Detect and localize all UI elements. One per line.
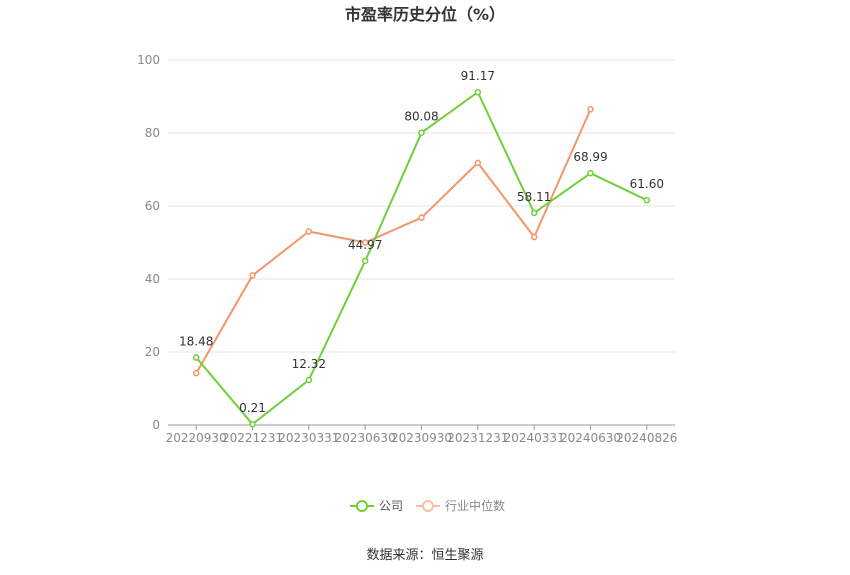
data-label-2: 12.32	[292, 357, 326, 371]
grid-lines	[168, 59, 675, 353]
data-point-s0-5	[474, 88, 482, 96]
y-tick-label-100: 100	[137, 53, 160, 67]
data-point-s1-6	[530, 233, 538, 241]
series-line-0	[195, 91, 648, 426]
legend-item-0[interactable]: 公司	[350, 499, 403, 513]
data-point-s0-0	[192, 354, 200, 361]
data-point-s1-3	[361, 239, 369, 246]
y-tick-label-0: 0	[152, 418, 160, 432]
data-label-5: 91.17	[461, 69, 495, 83]
data-label-1: 0.21	[239, 401, 266, 415]
data-label-4: 80.08	[404, 110, 438, 124]
data-point-s0-3	[361, 257, 369, 265]
series-line-1	[195, 108, 592, 374]
y-tick-label-40: 40	[145, 272, 160, 286]
x-tick-label-20240331: 20240331	[504, 431, 565, 445]
x-tick-label-20230930: 20230930	[391, 431, 452, 445]
data-point-s1-1	[249, 272, 256, 279]
x-tick-label-20221231: 20221231	[222, 431, 283, 445]
data-point-s1-2	[305, 228, 313, 235]
x-axis: 2022093020221231202303312023063020230930…	[166, 424, 677, 445]
data-point-s0-7	[587, 169, 594, 177]
legend-item-1[interactable]: 行业中位数	[416, 498, 505, 513]
data-point-s1-7	[587, 106, 594, 113]
legend-marker-0	[356, 500, 368, 512]
legend-marker-1	[422, 500, 434, 512]
y-tick-label-60: 60	[145, 199, 160, 213]
legend[interactable]: 公司 行业中位数	[350, 498, 505, 513]
data-labels: 18.48 0.21 12.32 44.97 80.08 91.17 58.11 68.99 6…	[179, 69, 664, 415]
data-point-s0-8	[643, 196, 651, 204]
data-label-3: 44.97	[348, 238, 382, 252]
data-label-6: 58.11	[517, 190, 551, 204]
x-tick-label-20230331: 20230331	[278, 431, 339, 445]
x-tick-label-20230630: 20230630	[335, 431, 396, 445]
series-layer	[192, 88, 651, 428]
data-label-0: 18.48	[179, 335, 213, 349]
chart-title: 市盈率历史分位（%）	[345, 5, 505, 24]
y-tick-label-80: 80	[145, 126, 160, 140]
y-tick-label-20: 20	[145, 345, 160, 359]
legend-label-0: 公司	[379, 499, 403, 513]
data-point-s0-1	[249, 420, 256, 428]
legend-label-1: 行业中位数	[445, 498, 505, 513]
data-label-7: 68.99	[573, 150, 607, 164]
data-point-s1-5	[474, 159, 482, 167]
y-axis: 0 20 40 60 80 100	[137, 53, 160, 432]
data-point-s0-6	[530, 209, 538, 217]
x-tick-label-20240826: 20240826	[616, 431, 677, 445]
x-tick-label-20220930: 20220930	[166, 431, 227, 445]
data-point-s1-0	[192, 369, 200, 377]
x-tick-label-20240630: 20240630	[560, 431, 621, 445]
data-point-s1-4	[418, 214, 425, 221]
data-point-s0-4	[418, 129, 425, 136]
data-label-8: 61.60	[630, 177, 664, 191]
data-source: 数据来源：恒生聚源	[366, 548, 483, 563]
data-point-s0-2	[305, 376, 313, 384]
x-tick-label-20231231: 20231231	[447, 431, 508, 445]
